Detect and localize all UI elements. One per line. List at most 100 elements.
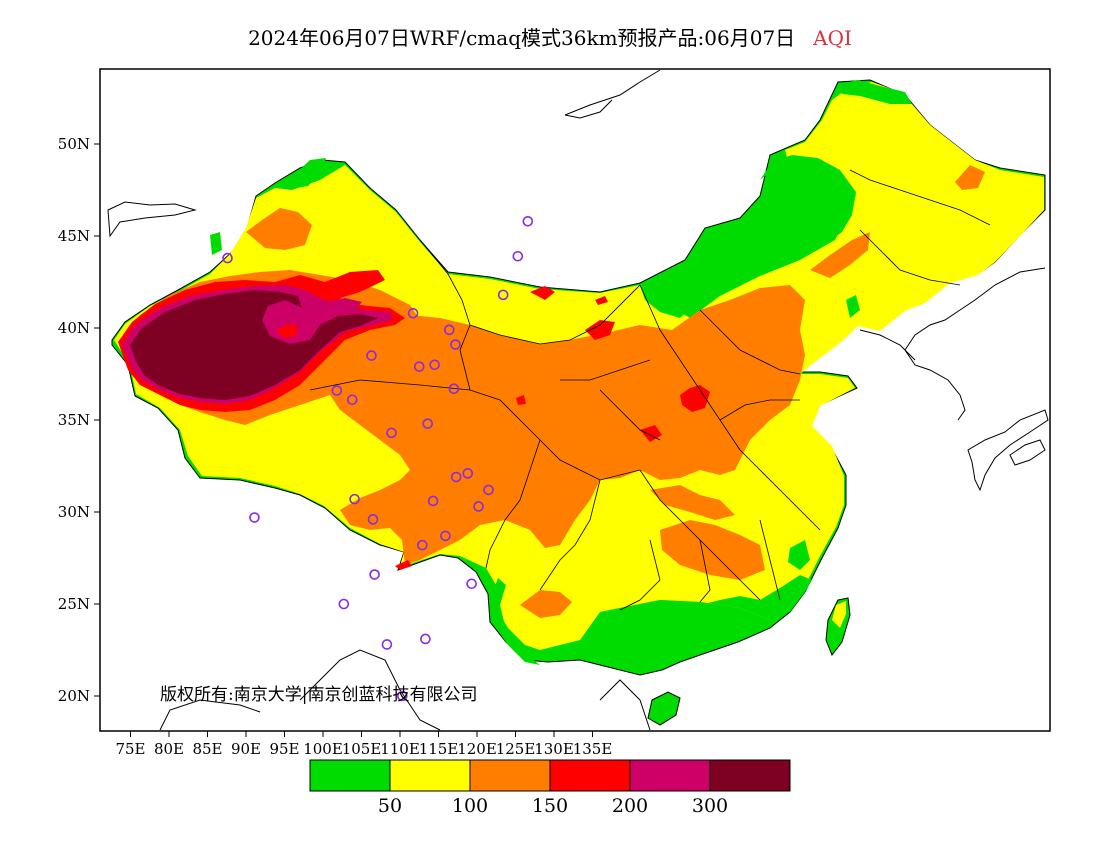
legend-swatch — [549, 759, 631, 792]
title-variable: AQI — [813, 26, 852, 50]
longitude-axis: 75E 80E 85E 90E 95E 100E105E110E115E120E125E1… — [115, 731, 612, 758]
aqi-red-spot-qinghai — [516, 395, 526, 405]
city-station-marker — [420, 633, 431, 645]
city-station-marker — [381, 639, 393, 650]
aqi-orange-central — [325, 285, 805, 565]
aqi-red-spot-tibet — [395, 560, 412, 570]
legend-swatch — [709, 759, 791, 792]
city-station-marker — [450, 471, 462, 483]
lat-tick-label: 45N — [58, 227, 90, 245]
city-station-marker — [427, 495, 439, 507]
city-station-marker — [512, 250, 524, 262]
city-station-marker — [483, 484, 494, 496]
city-station-marker — [422, 418, 434, 429]
aqi-red-core-spot — [276, 324, 298, 338]
legend-label: 200 — [612, 795, 648, 817]
city-station-marker — [222, 252, 233, 264]
city-station-marker — [249, 512, 260, 523]
aqi-legend: 50 100 150 200 300 — [309, 759, 791, 817]
lon-tick-label: 110E — [380, 740, 420, 758]
aqi-orange-yunnan — [520, 590, 572, 618]
lon-tick-label: 90E — [231, 740, 261, 758]
city-station-marker — [366, 350, 377, 361]
city-station-marker — [440, 530, 451, 542]
lon-tick-label: 115E — [419, 740, 459, 758]
lat-tick-label: 40N — [58, 319, 90, 337]
city-station-marker — [413, 361, 425, 372]
lon-tick-label: 95E — [269, 740, 299, 758]
aqi-orange-hunan — [660, 520, 765, 580]
city-station-marker — [349, 493, 360, 505]
title-main: 2024年06月07日WRF/cmaq模式36km预报产品:06月07日 — [248, 26, 796, 50]
lat-tick-label: 25N — [58, 595, 90, 613]
legend-label: 150 — [532, 795, 568, 817]
aqi-magenta-spot-east — [326, 298, 362, 310]
lon-tick-label: 130E — [534, 740, 574, 758]
aqi-green-xinjiang-west — [210, 232, 222, 255]
lat-tick-label: 35N — [58, 411, 90, 429]
aqi-orange-hubei — [650, 485, 735, 520]
aqi-green-heilongjiang-north — [838, 80, 912, 104]
map-title: 2024年06月07日WRF/cmaq模式36km预报产品:06月07日 AQI — [0, 22, 1100, 51]
city-station-marker — [367, 514, 379, 525]
city-station-marker — [417, 539, 428, 551]
province-borders — [309, 169, 991, 611]
station-markers — [222, 215, 534, 702]
hainan-region — [647, 691, 681, 726]
latitude-axis: 50N 45N 40N 35N 30N 25N 20N — [58, 135, 100, 705]
aqi-green-liaoning — [846, 295, 860, 318]
city-station-marker — [386, 427, 397, 439]
taiwan-yellow-region — [832, 601, 846, 628]
city-station-marker — [473, 501, 484, 512]
lon-tick-label: 135E — [573, 740, 613, 758]
city-station-marker — [397, 690, 408, 702]
aqi-red-spot-gansu — [595, 296, 608, 305]
city-station-marker — [338, 598, 350, 610]
city-station-marker — [497, 289, 509, 301]
city-station-marker — [462, 468, 474, 479]
city-station-marker — [429, 359, 440, 371]
city-station-marker — [448, 383, 460, 395]
city-station-marker — [443, 324, 455, 336]
lon-tick-label: 105E — [342, 740, 382, 758]
legend-label: 100 — [452, 795, 488, 817]
legend-label: 50 — [378, 795, 402, 817]
city-station-marker — [331, 385, 343, 396]
aqi-red-spot-henan — [680, 385, 710, 412]
legend-swatch — [469, 759, 551, 792]
aqi-red-spot-ningxia — [585, 320, 615, 340]
city-station-marker — [450, 339, 461, 350]
legend-swatch — [629, 759, 711, 792]
aqi-orange-xinjiang-north — [246, 208, 312, 250]
legend-label: 300 — [692, 795, 728, 817]
lon-tick-label: 120E — [457, 740, 497, 758]
city-station-marker — [346, 394, 358, 406]
city-station-marker — [369, 569, 380, 580]
city-station-marker — [466, 578, 477, 590]
map-frame — [99, 68, 1051, 732]
aqi-orange-northeast — [810, 232, 870, 278]
lon-tick-label: 75E — [115, 740, 145, 758]
aqi-green-inner-mongolia — [640, 155, 856, 318]
aqi-red-spot-inner-mongolia — [530, 286, 555, 300]
lon-tick-label: 125E — [496, 740, 536, 758]
lon-tick-label: 80E — [154, 740, 184, 758]
aqi-maroon-region — [130, 290, 378, 400]
copyright-text: 版权所有:南京大学|南京创蓝科技有限公司 — [160, 685, 478, 705]
city-station-marker — [522, 215, 534, 227]
legend-swatch — [309, 759, 391, 792]
aqi-red-spot-shaanxi — [640, 425, 662, 442]
aqi-orange-heilongjiang — [955, 165, 985, 190]
lat-tick-label: 30N — [58, 503, 90, 521]
aqi-green-xinjiang-north — [294, 158, 326, 188]
lat-tick-label: 50N — [58, 135, 90, 153]
aqi-green-south — [600, 575, 812, 620]
external-borders — [107, 69, 1049, 731]
map-layer — [107, 69, 1049, 731]
legend-swatch — [389, 759, 471, 792]
lon-tick-label: 100E — [303, 740, 343, 758]
city-station-marker — [407, 307, 419, 319]
aqi-green-fujian — [788, 540, 810, 570]
lat-tick-label: 20N — [58, 687, 90, 705]
